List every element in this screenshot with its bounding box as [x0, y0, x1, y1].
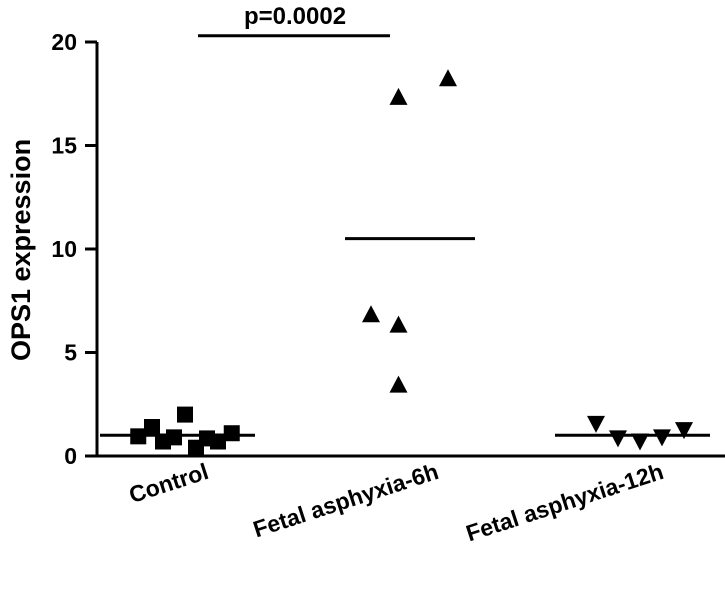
- triangle-up-point: [389, 315, 408, 333]
- x-category-label: Fetal asphyxia-6h: [250, 458, 442, 542]
- square-point: [210, 433, 226, 450]
- triangle-down-point: [631, 433, 649, 451]
- square-point: [144, 419, 160, 436]
- triangle-up-point: [389, 87, 408, 105]
- triangle-up-point: [439, 69, 457, 87]
- data-points: [130, 69, 693, 456]
- y-tick-label: 5: [64, 340, 77, 366]
- y-axis-label: OPS1 expression: [6, 139, 36, 361]
- x-category-label: Fetal asphyxia-12h: [463, 458, 667, 546]
- y-tick-label: 10: [51, 236, 77, 262]
- square-point: [177, 406, 193, 423]
- mean-lines: [100, 237, 710, 437]
- triangle-down-point: [653, 429, 671, 447]
- triangle-up-point: [389, 375, 408, 393]
- x-category-label: Control: [126, 458, 212, 508]
- y-tick-label: 0: [64, 443, 77, 469]
- square-point: [166, 429, 182, 446]
- axes: [95, 42, 725, 458]
- square-point: [130, 428, 147, 445]
- triangle-down-point: [609, 430, 627, 448]
- y-tick-label: 20: [51, 29, 77, 55]
- triangle-up-point: [362, 305, 380, 323]
- p-value-label: p=0.0002: [244, 3, 346, 30]
- significance-annotation: p=0.0002: [198, 3, 390, 38]
- y-ticks: 0 5 10 15 20: [51, 29, 97, 469]
- triangle-down-point: [587, 415, 605, 433]
- triangle-down-point: [675, 422, 693, 440]
- y-tick-label: 15: [51, 133, 77, 159]
- square-point: [223, 425, 240, 442]
- category-labels: Control Fetal asphyxia-6h Fetal asphyxia-1…: [126, 458, 667, 546]
